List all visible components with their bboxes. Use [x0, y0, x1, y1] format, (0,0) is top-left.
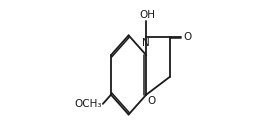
- Text: O: O: [183, 32, 192, 42]
- Text: O: O: [148, 96, 156, 106]
- Text: N: N: [142, 38, 149, 48]
- Text: OCH₃: OCH₃: [74, 99, 102, 109]
- Text: OH: OH: [139, 10, 155, 20]
